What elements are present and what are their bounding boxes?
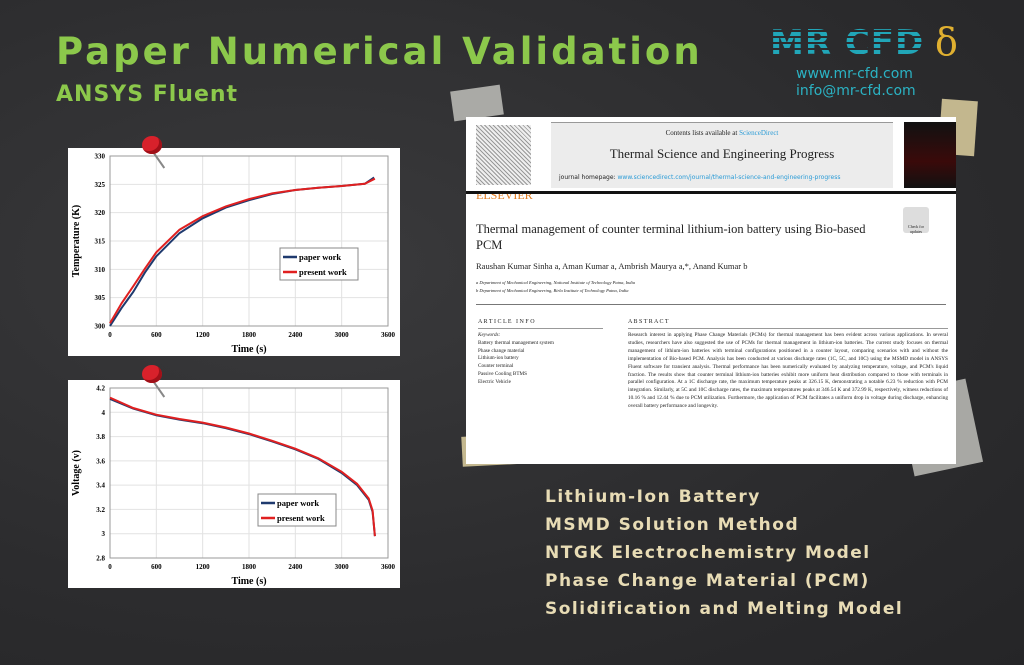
legend-label: paper work xyxy=(277,498,319,508)
keyword: Lithium-ion battery xyxy=(478,355,519,362)
x-tick-label: 1200 xyxy=(196,563,211,571)
x-tick-label: 3600 xyxy=(381,331,396,339)
x-tick-label: 600 xyxy=(151,331,162,339)
page-title: Paper Numerical Validation xyxy=(56,30,703,73)
x-tick-label: 2400 xyxy=(288,331,303,339)
brand-logo: MR CFD xyxy=(770,26,930,60)
paper-front-page: ELSEVIER Contents lists available at Sci… xyxy=(466,117,956,464)
voltage-chart: 0 600 1200 1800 2400 3000 3600 2.8 3 3.2 3.4 3.6 3.8… xyxy=(68,380,400,588)
x-axis-label: Time (s) xyxy=(231,576,266,587)
y-tick-label: 320 xyxy=(95,209,106,217)
divider xyxy=(476,304,946,305)
keywords-list: Keywords: Battery thermal management sys… xyxy=(478,332,618,387)
push-pin-icon xyxy=(142,136,162,154)
temperature-chart: 0 600 1200 1800 2400 3000 3600 300 305 310 315 320 3… xyxy=(68,148,400,356)
abstract-heading: A B S T R A C T xyxy=(628,319,669,325)
y-tick-label: 3.8 xyxy=(96,433,105,441)
feature-item: Phase Change Material (PCM) xyxy=(545,571,870,591)
series-line-present-work xyxy=(109,396,376,537)
plot-frame xyxy=(109,387,389,559)
y-tick-label: 4 xyxy=(102,409,106,417)
x-tick-label: 3600 xyxy=(381,563,396,571)
page-subtitle: ANSYS Fluent xyxy=(56,82,239,107)
x-tick-label: 1800 xyxy=(242,563,257,571)
x-tick-label: 0 xyxy=(108,331,112,339)
divider xyxy=(628,328,948,329)
keyword: Phase change material xyxy=(478,347,525,354)
x-tick-label: 3000 xyxy=(335,563,350,571)
feature-item: Lithium-Ion Battery xyxy=(545,487,761,507)
journal-name: Thermal Science and Engineering Progress xyxy=(609,146,835,161)
y-tick-label: 310 xyxy=(95,266,106,274)
y-tick-label: 3 xyxy=(102,530,106,538)
check-updates-badge[interactable]: Check for updates xyxy=(903,207,929,234)
x-axis-label: Time (s) xyxy=(231,344,266,355)
y-tick-label: 300 xyxy=(95,323,106,331)
divider xyxy=(478,328,603,329)
plot-frame xyxy=(109,155,389,327)
push-pin-icon xyxy=(142,365,162,383)
divider xyxy=(466,191,956,194)
y-tick-label: 325 xyxy=(95,181,106,189)
keyword: Counter terminal xyxy=(478,363,514,370)
keyword: Electric Vehicle xyxy=(478,378,511,385)
article-info-heading: A R T I C L E I N F O xyxy=(478,319,535,325)
y-tick-label: 2.8 xyxy=(96,555,105,563)
y-tick-label: 305 xyxy=(95,294,106,302)
elsevier-tree-logo xyxy=(476,125,531,185)
y-tick-label: 3.2 xyxy=(96,506,105,514)
legend-box xyxy=(257,493,337,527)
feature-item: MSMD Solution Method xyxy=(545,515,800,535)
x-tick-label: 1200 xyxy=(196,331,211,339)
legend-label: present work xyxy=(277,513,325,523)
legend-label: present work xyxy=(299,267,347,277)
y-tick-label: 315 xyxy=(95,238,106,246)
x-tick-label: 1800 xyxy=(242,331,257,339)
journal-cover-image xyxy=(904,122,956,188)
brand-logo-symbol: δ xyxy=(935,20,958,64)
legend-box xyxy=(279,247,359,281)
feature-item: NTGK Electrochemistry Model xyxy=(545,543,871,563)
homepage-label: journal homepage: xyxy=(559,174,616,181)
authors: Raushan Kumar Sinha a, Aman Kumar a, Amb… xyxy=(476,261,748,271)
y-tick-label: 3.4 xyxy=(96,482,105,490)
feature-item: Solidification and Melting Model xyxy=(545,599,904,619)
sciencedirect-link[interactable]: ScienceDirect xyxy=(739,129,779,137)
homepage-link[interactable]: www.sciencedirect.com/journal/thermal-sc… xyxy=(617,174,841,181)
keyword: Battery thermal management system xyxy=(478,339,554,346)
article-title: Thermal management of counter terminal l… xyxy=(476,222,866,252)
y-tick-label: 330 xyxy=(95,153,106,161)
y-axis-label: Temperature (K) xyxy=(71,205,82,278)
y-axis-label: Voltage (v) xyxy=(71,450,82,496)
y-tick-label: 4.2 xyxy=(96,385,105,393)
x-tick-label: 600 xyxy=(151,563,162,571)
keyword: Passive Cooling BTMS xyxy=(478,370,528,377)
journal-banner: Contents lists available at ScienceDirec… xyxy=(551,122,893,188)
series-line-present-work xyxy=(109,177,376,324)
x-tick-label: 0 xyxy=(108,563,112,571)
contents-line: Contents lists available at xyxy=(665,129,738,137)
website-link[interactable]: www.mr-cfd.com xyxy=(796,66,913,82)
x-tick-label: 3000 xyxy=(335,331,350,339)
x-tick-label: 2400 xyxy=(288,563,303,571)
y-tick-label: 3.6 xyxy=(96,457,105,465)
legend-label: paper work xyxy=(299,252,341,262)
affiliation: b Department of Mechanical Engineering, … xyxy=(476,288,629,293)
email-link[interactable]: info@mr-cfd.com xyxy=(796,83,916,99)
keywords-label: Keywords: xyxy=(478,332,501,338)
affiliation: a Department of Mechanical Engineering, … xyxy=(476,280,636,285)
abstract-text: Research interest in applying Phase Chan… xyxy=(628,332,948,410)
